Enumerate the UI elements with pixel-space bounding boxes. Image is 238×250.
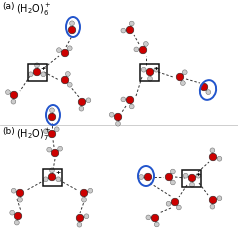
- Text: (H$_2$O)$_7^+$: (H$_2$O)$_7^+$: [16, 126, 52, 142]
- Circle shape: [56, 177, 61, 182]
- Circle shape: [14, 212, 22, 220]
- Circle shape: [176, 74, 184, 82]
- Circle shape: [166, 202, 171, 206]
- Circle shape: [67, 83, 72, 88]
- Circle shape: [5, 90, 10, 95]
- Circle shape: [79, 107, 84, 112]
- Circle shape: [58, 147, 63, 152]
- Circle shape: [196, 174, 201, 178]
- Circle shape: [33, 69, 41, 76]
- Circle shape: [217, 196, 222, 201]
- Circle shape: [48, 131, 56, 138]
- Circle shape: [11, 100, 16, 105]
- Circle shape: [16, 190, 24, 197]
- Circle shape: [188, 174, 196, 182]
- Circle shape: [183, 174, 188, 178]
- Circle shape: [28, 72, 33, 78]
- Text: +: +: [195, 171, 201, 176]
- Circle shape: [11, 188, 16, 193]
- Circle shape: [154, 222, 159, 227]
- Circle shape: [209, 196, 217, 204]
- Circle shape: [146, 69, 154, 76]
- Circle shape: [65, 72, 70, 77]
- Circle shape: [126, 27, 134, 35]
- Circle shape: [77, 222, 82, 227]
- Text: (H$_2$O)$_6^+$: (H$_2$O)$_6^+$: [16, 2, 52, 18]
- Circle shape: [129, 22, 134, 27]
- Circle shape: [10, 210, 15, 215]
- Circle shape: [114, 114, 122, 121]
- Circle shape: [126, 97, 134, 104]
- Circle shape: [50, 108, 55, 113]
- Circle shape: [47, 148, 52, 152]
- Circle shape: [69, 22, 74, 26]
- Circle shape: [200, 84, 208, 92]
- Circle shape: [170, 170, 175, 174]
- Circle shape: [76, 214, 84, 222]
- Circle shape: [139, 175, 144, 180]
- Circle shape: [43, 177, 48, 182]
- Circle shape: [61, 77, 69, 84]
- Circle shape: [217, 157, 222, 162]
- Circle shape: [154, 68, 159, 73]
- Circle shape: [144, 174, 152, 181]
- Text: (b): (b): [2, 126, 15, 136]
- Circle shape: [190, 182, 194, 187]
- Bar: [43, 169, 61, 186]
- Circle shape: [121, 29, 126, 34]
- Circle shape: [35, 64, 40, 68]
- Circle shape: [176, 205, 181, 210]
- Text: (a): (a): [2, 2, 15, 11]
- Circle shape: [82, 198, 86, 202]
- Circle shape: [48, 114, 56, 121]
- Circle shape: [134, 48, 139, 52]
- Circle shape: [48, 174, 56, 181]
- Circle shape: [84, 214, 89, 219]
- Text: +: +: [153, 65, 159, 70]
- Circle shape: [146, 215, 151, 220]
- Circle shape: [109, 113, 114, 118]
- Circle shape: [148, 77, 152, 82]
- Circle shape: [116, 122, 120, 126]
- Circle shape: [129, 105, 134, 110]
- Circle shape: [171, 198, 179, 206]
- Circle shape: [10, 92, 18, 100]
- Circle shape: [180, 81, 185, 86]
- Circle shape: [44, 129, 48, 134]
- Circle shape: [209, 154, 217, 161]
- Circle shape: [121, 98, 126, 102]
- Circle shape: [80, 190, 88, 197]
- Circle shape: [41, 72, 46, 78]
- Circle shape: [210, 204, 215, 209]
- Circle shape: [151, 214, 159, 222]
- Circle shape: [144, 42, 148, 47]
- Circle shape: [86, 98, 91, 103]
- Bar: [28, 64, 46, 81]
- Circle shape: [206, 90, 211, 95]
- Circle shape: [67, 47, 72, 52]
- Circle shape: [165, 174, 173, 181]
- Circle shape: [182, 70, 187, 75]
- Circle shape: [141, 68, 146, 73]
- Circle shape: [170, 180, 175, 185]
- Circle shape: [15, 220, 19, 225]
- Text: +: +: [40, 65, 46, 70]
- Circle shape: [54, 127, 59, 132]
- Bar: [140, 64, 159, 81]
- Circle shape: [61, 50, 69, 58]
- Text: +: +: [55, 170, 61, 175]
- Circle shape: [18, 198, 22, 202]
- Circle shape: [50, 168, 55, 173]
- Circle shape: [57, 48, 61, 53]
- Circle shape: [139, 47, 147, 54]
- Bar: [183, 170, 202, 187]
- Circle shape: [78, 99, 86, 106]
- Circle shape: [88, 188, 93, 193]
- Circle shape: [68, 27, 76, 35]
- Circle shape: [51, 150, 59, 157]
- Circle shape: [210, 148, 215, 153]
